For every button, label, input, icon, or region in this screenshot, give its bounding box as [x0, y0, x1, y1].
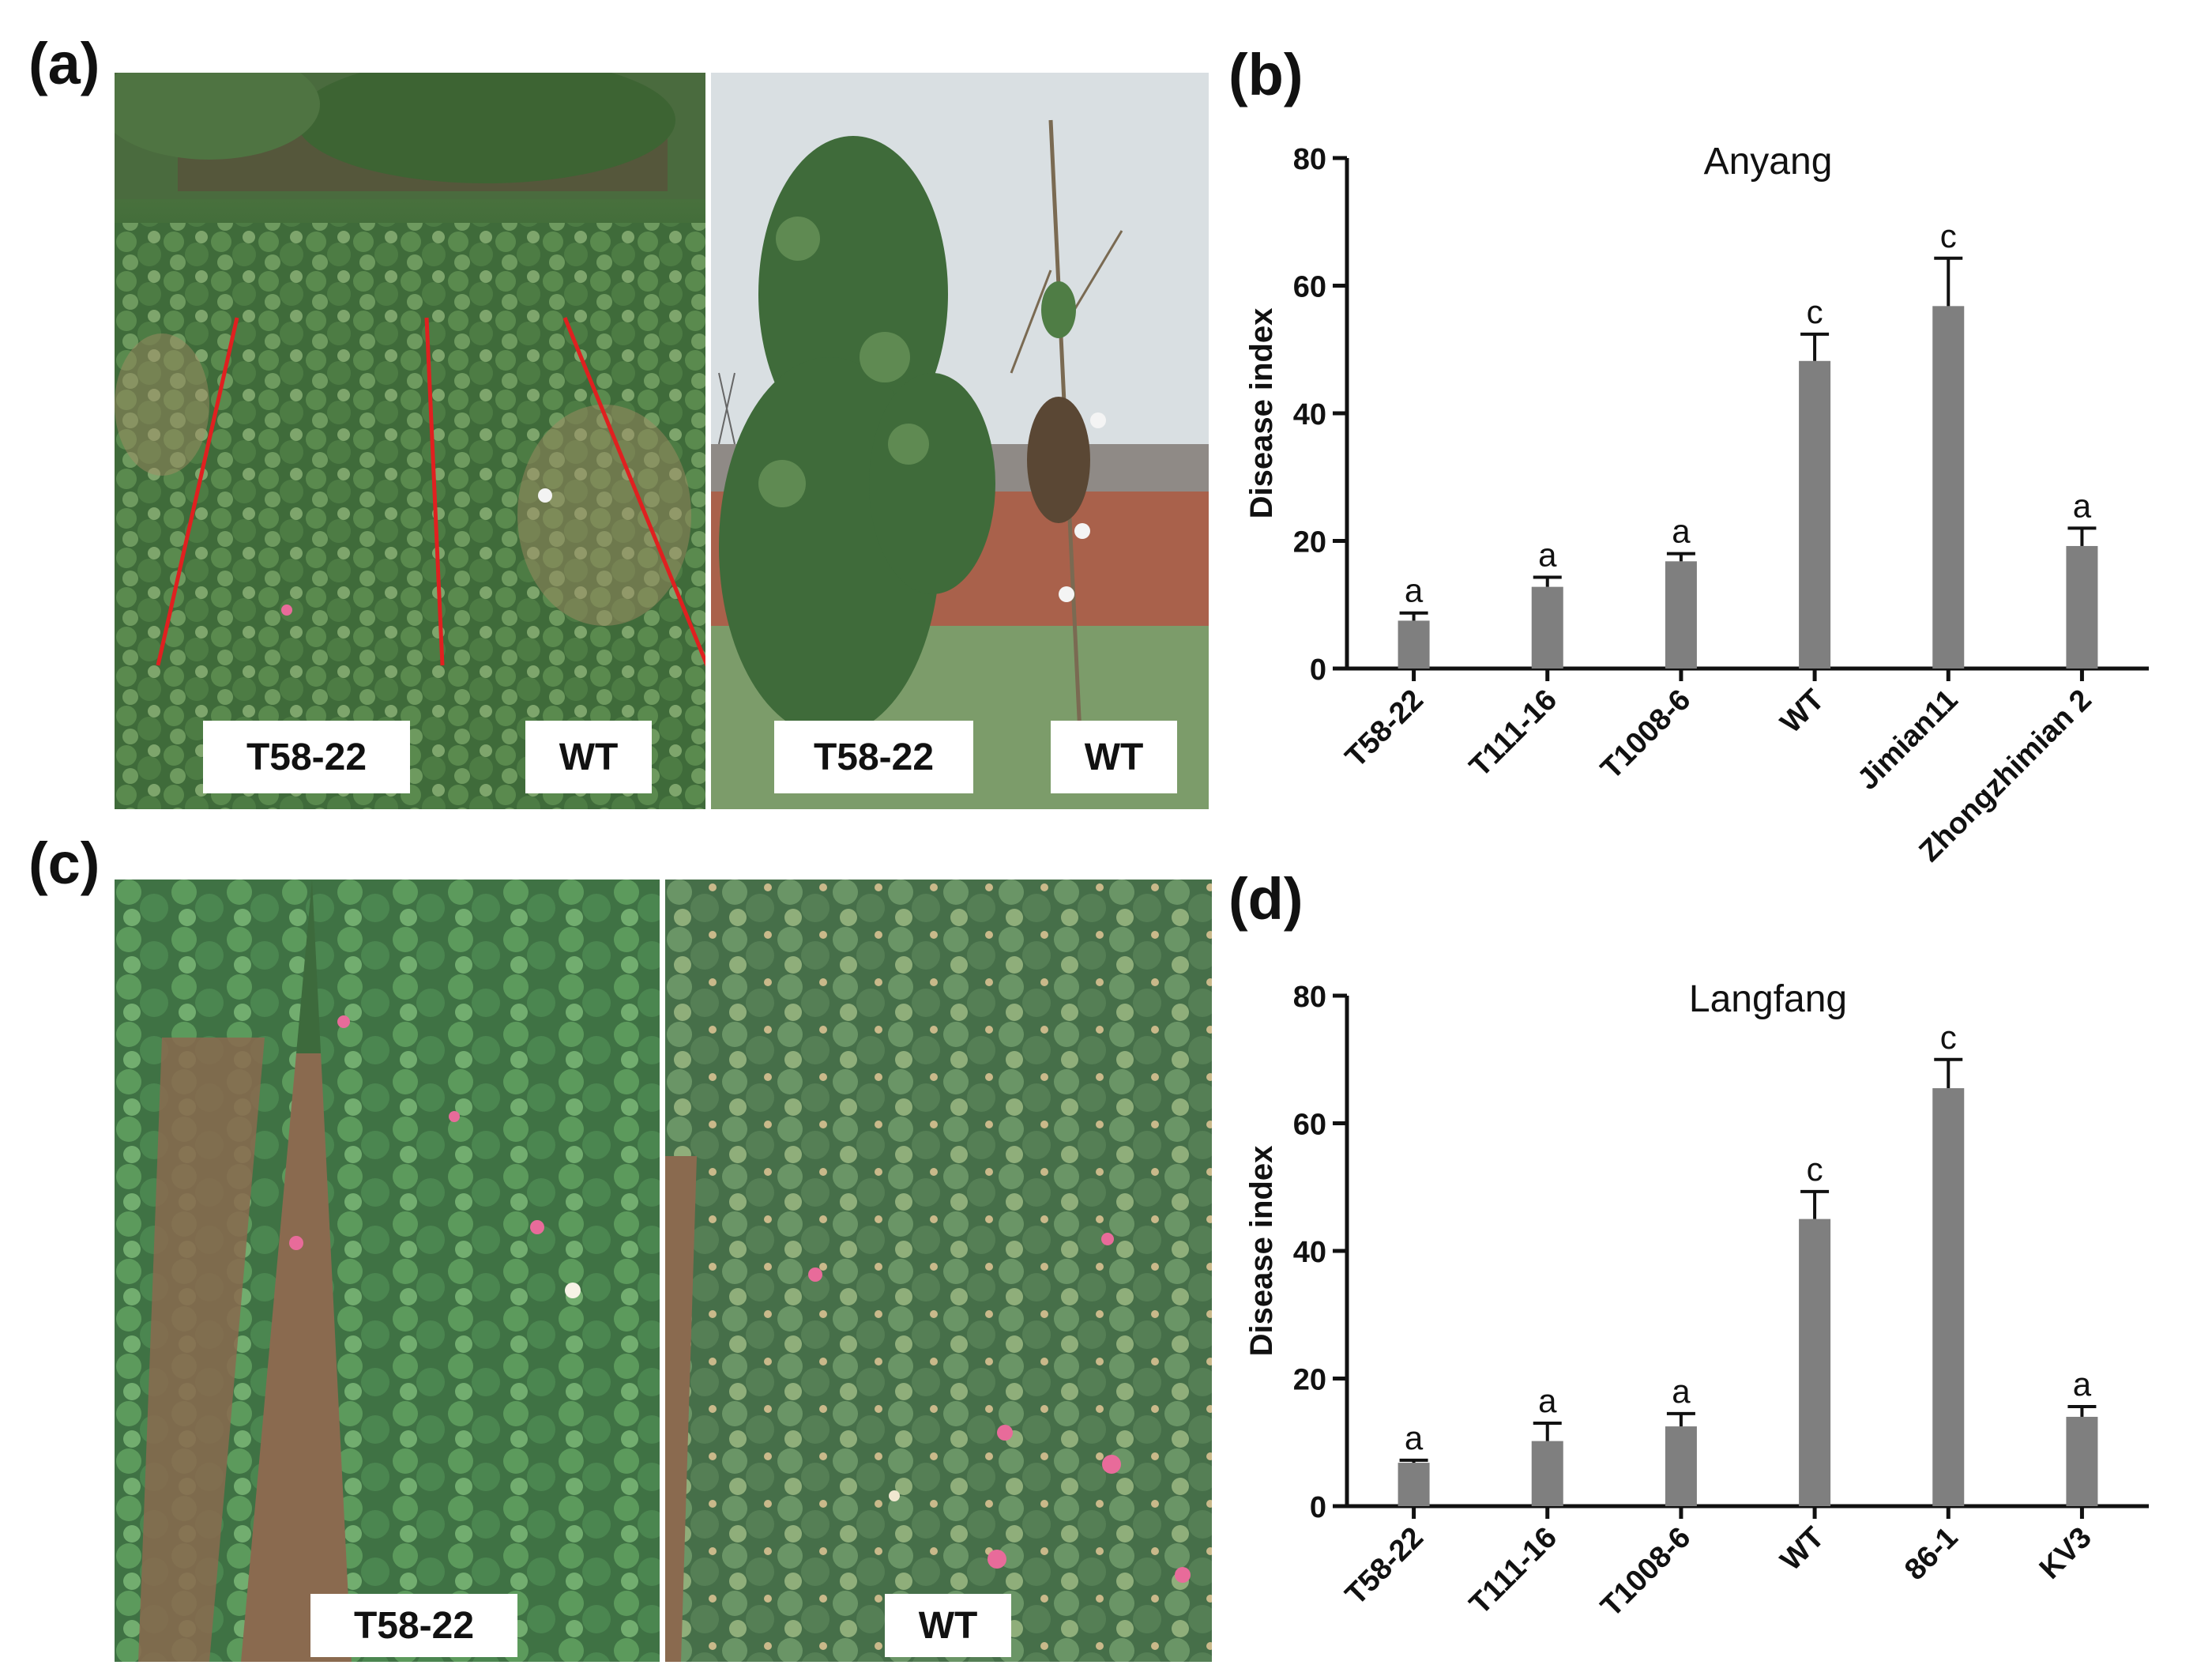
significance-label: a: [1672, 513, 1691, 550]
photo-label-t58-22: T58-22: [310, 1594, 517, 1657]
red-boundary-line-1: [156, 317, 239, 666]
red-boundary-line-3: [562, 317, 705, 666]
photo-label-wt: WT: [525, 721, 652, 793]
bar-chart-anyang: Anyang Disease index 0 20 40 60 80 a T58-22 a T111…: [1244, 141, 2149, 868]
field-photo-c-right: WT: [665, 880, 1212, 1662]
significance-label: a: [1405, 1419, 1424, 1456]
x-tick-label: T58-22: [1339, 684, 1430, 774]
x-tick-label: WT: [1774, 684, 1830, 740]
y-tick-label: 20: [1293, 1364, 1326, 1397]
bar-jimian11: [1932, 306, 1965, 669]
field-photo-a-right: T58-22 WT: [711, 73, 1209, 809]
chart-title: Langfang: [1689, 978, 1847, 1020]
x-tick-label: T111-16: [1463, 684, 1563, 784]
x-tick-label: T58-22: [1339, 1521, 1430, 1612]
photo-label-wt: WT: [885, 1594, 1011, 1657]
panel-letter-d: (d): [1228, 866, 1304, 932]
y-tick-label: 80: [1293, 981, 1326, 1014]
photo-label-wt: WT: [1051, 721, 1177, 793]
significance-label: a: [2073, 1365, 2092, 1403]
photo-label-t58-22: T58-22: [203, 721, 410, 793]
bar-zhongzhimian-2: [2066, 545, 2098, 669]
y-tick-label: 40: [1293, 1236, 1326, 1269]
significance-label: a: [1538, 1382, 1557, 1419]
x-tick-label: 86-1: [1898, 1521, 1964, 1587]
significance-label: a: [1672, 1373, 1691, 1410]
y-tick-label: 80: [1293, 143, 1326, 176]
bar-chart-langfang: Langfang Disease index 0 20 40 60 80 a T58-22 a T1…: [1244, 978, 2149, 1624]
y-tick-label: 0: [1310, 654, 1326, 687]
x-tick-label: KV3: [2033, 1521, 2098, 1586]
x-tick-label: T1008-6: [1594, 684, 1697, 786]
significance-label: c: [1807, 293, 1823, 330]
y-axis-label: Disease index: [1244, 1146, 1279, 1357]
bar-t111-16: [1531, 1441, 1563, 1506]
bar-t58-22: [1398, 620, 1430, 669]
field-photo-a-left: T58-22 WT: [115, 73, 705, 809]
x-tick-label: T111-16: [1463, 1521, 1563, 1622]
bar-t1008-6: [1665, 561, 1697, 669]
red-boundary-line-2: [424, 317, 445, 666]
panel-letter-b: (b): [1228, 42, 1304, 107]
significance-label: c: [1940, 1019, 1957, 1056]
significance-label: c: [1807, 1151, 1823, 1188]
y-tick-label: 0: [1310, 1491, 1326, 1524]
bar-t58-22: [1398, 1463, 1430, 1506]
bar-wt: [1799, 360, 1831, 669]
y-tick-label: 20: [1293, 526, 1326, 559]
bar-86-1: [1932, 1088, 1965, 1506]
panel-letter-a: (a): [28, 31, 100, 96]
bar-wt: [1799, 1219, 1831, 1506]
x-tick-label: WT: [1774, 1521, 1830, 1577]
significance-label: a: [1538, 537, 1557, 574]
x-tick-label: T1008-6: [1594, 1521, 1697, 1624]
x-tick-label: Jimian11: [1851, 684, 1964, 797]
chart-title: Anyang: [1704, 141, 1833, 183]
bar-kv3: [2066, 1416, 2098, 1506]
y-axis-label: Disease index: [1244, 308, 1279, 519]
significance-label: a: [2073, 487, 2092, 524]
y-tick-label: 40: [1293, 398, 1326, 431]
y-tick-label: 60: [1293, 271, 1326, 304]
photo-label-t58-22: T58-22: [774, 721, 973, 793]
y-tick-label: 60: [1293, 1109, 1326, 1142]
significance-label: c: [1940, 217, 1957, 254]
bar-t111-16: [1531, 586, 1563, 669]
significance-label: a: [1405, 572, 1424, 609]
panel-letter-c: (c): [28, 831, 100, 896]
bar-t1008-6: [1665, 1426, 1697, 1506]
field-photo-c-left: T58-22: [115, 880, 660, 1662]
